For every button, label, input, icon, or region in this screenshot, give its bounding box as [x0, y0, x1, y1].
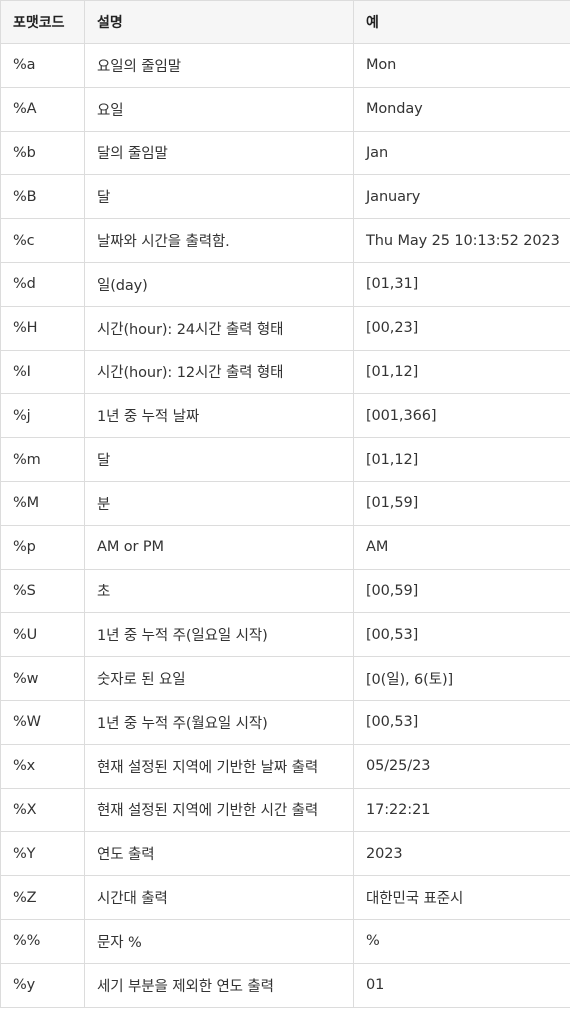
format-code-cell: %c	[0, 218, 85, 263]
example-cell: [001,366]	[353, 393, 570, 439]
table-row: %a 요일의 줄임말 Mon	[0, 43, 570, 88]
description-cell: 시간대 출력	[84, 875, 354, 920]
format-code-cell: %%	[0, 918, 85, 964]
table-row: %p AM or PM AM	[0, 524, 570, 570]
table-row: %H 시간(hour): 24시간 출력 형태 [00,23]	[0, 305, 570, 351]
format-code-cell: %w	[0, 656, 85, 701]
example-cell: 2023	[353, 831, 570, 877]
format-code-cell: %p	[0, 524, 85, 570]
description-cell: 1년 중 누적 날짜	[84, 393, 354, 439]
format-code-cell: %a	[0, 43, 85, 88]
format-code-cell: %d	[0, 261, 85, 307]
format-code-cell: %I	[0, 349, 85, 395]
example-cell: %	[353, 918, 570, 964]
format-code-cell: %U	[0, 612, 85, 658]
format-code-cell: %m	[0, 437, 85, 482]
example-cell: [01,31]	[353, 261, 570, 307]
example-cell: Monday	[353, 86, 570, 132]
description-cell: 시간(hour): 24시간 출력 형태	[84, 305, 354, 351]
example-cell: AM	[353, 524, 570, 570]
table-row: %I 시간(hour): 12시간 출력 형태 [01,12]	[0, 349, 570, 395]
description-cell: AM or PM	[84, 524, 354, 570]
table-row: %S 초 [00,59]	[0, 568, 570, 614]
table-row: %x 현재 설정된 지역에 기반한 날짜 출력 05/25/23	[0, 743, 570, 789]
format-code-cell: %S	[0, 568, 85, 614]
description-cell: 숫자로 된 요일	[84, 656, 354, 701]
table-row: %j 1년 중 누적 날짜 [001,366]	[0, 393, 570, 439]
table-row: %m 달 [01,12]	[0, 437, 570, 482]
header-example: 예	[353, 0, 570, 44]
description-cell: 달의 줄임말	[84, 130, 354, 176]
example-cell: 05/25/23	[353, 743, 570, 789]
format-code-cell: %y	[0, 962, 85, 1008]
example-cell: Thu May 25 10:13:52 2023	[353, 218, 570, 263]
format-code-cell: %Z	[0, 875, 85, 920]
table-row: %% 문자 %%	[0, 918, 570, 964]
example-cell: [01,59]	[353, 480, 570, 526]
format-code-cell: %b	[0, 130, 85, 176]
description-cell: 요일	[84, 86, 354, 132]
format-code-cell: %j	[0, 393, 85, 439]
format-code-cell: %B	[0, 174, 85, 220]
example-cell: [00,59]	[353, 568, 570, 614]
example-cell: [00,23]	[353, 305, 570, 351]
example-cell: [01,12]	[353, 349, 570, 395]
table-row: %w 숫자로 된 요일 [0(일), 6(토)]	[0, 656, 570, 701]
example-cell: 대한민국 표준시	[353, 875, 570, 920]
description-cell: 일(day)	[84, 261, 354, 307]
header-format-code: 포맷코드	[0, 0, 85, 44]
example-cell: [0(일), 6(토)]	[353, 656, 570, 701]
table-row: %y 세기 부분을 제외한 연도 출력 01	[0, 962, 570, 1008]
format-code-cell: %H	[0, 305, 85, 351]
table-header: 포맷코드 설명 예	[0, 0, 570, 44]
table-row: %M 분 [01,59]	[0, 480, 570, 526]
table-row: %U 1년 중 누적 주(일요일 시작) [00,53]	[0, 612, 570, 658]
description-cell: 1년 중 누적 주(일요일 시작)	[84, 612, 354, 658]
header-description: 설명	[84, 0, 354, 44]
description-cell: 달	[84, 174, 354, 220]
format-code-cell: %X	[0, 787, 85, 833]
format-code-cell: %x	[0, 743, 85, 789]
header-row: 포맷코드 설명 예	[0, 0, 570, 44]
table-row: %Y 연도 출력 2023	[0, 831, 570, 877]
example-cell: Jan	[353, 130, 570, 176]
description-cell: 날짜와 시간을 출력함.	[84, 218, 354, 263]
table-row: %X 현재 설정된 지역에 기반한 시간 출력 17:22:21	[0, 787, 570, 833]
format-code-cell: %M	[0, 480, 85, 526]
description-cell: 연도 출력	[84, 831, 354, 877]
table-body: %a 요일의 줄임말 Mon %A 요일 Monday %b 달의 줄임말 Jan %B 달 Janu…	[0, 43, 570, 1008]
example-cell: Mon	[353, 43, 570, 88]
description-cell: 현재 설정된 지역에 기반한 날짜 출력	[84, 743, 354, 789]
description-cell: 문자 %	[84, 918, 354, 964]
example-cell: [01,12]	[353, 437, 570, 482]
example-cell: [00,53]	[353, 612, 570, 658]
table-row: %b 달의 줄임말 Jan	[0, 130, 570, 176]
table-row: %W 1년 중 누적 주(월요일 시작) [00,53]	[0, 699, 570, 745]
table-row: %Z 시간대 출력 대한민국 표준시	[0, 875, 570, 920]
format-code-cell: %A	[0, 86, 85, 132]
description-cell: 요일의 줄임말	[84, 43, 354, 88]
example-cell: January	[353, 174, 570, 220]
description-cell: 분	[84, 480, 354, 526]
description-cell: 세기 부분을 제외한 연도 출력	[84, 962, 354, 1008]
description-cell: 현재 설정된 지역에 기반한 시간 출력	[84, 787, 354, 833]
description-cell: 달	[84, 437, 354, 482]
example-cell: [00,53]	[353, 699, 570, 745]
description-cell: 초	[84, 568, 354, 614]
table-row: %B 달 January	[0, 174, 570, 220]
table-row: %d 일(day) [01,31]	[0, 261, 570, 307]
example-cell: 01	[353, 962, 570, 1008]
table-row: %A 요일 Monday	[0, 86, 570, 132]
description-cell: 1년 중 누적 주(월요일 시작)	[84, 699, 354, 745]
description-cell: 시간(hour): 12시간 출력 형태	[84, 349, 354, 395]
format-code-cell: %Y	[0, 831, 85, 877]
example-cell: 17:22:21	[353, 787, 570, 833]
format-code-cell: %W	[0, 699, 85, 745]
table-row: %c 날짜와 시간을 출력함. Thu May 25 10:13:52 2023	[0, 218, 570, 263]
